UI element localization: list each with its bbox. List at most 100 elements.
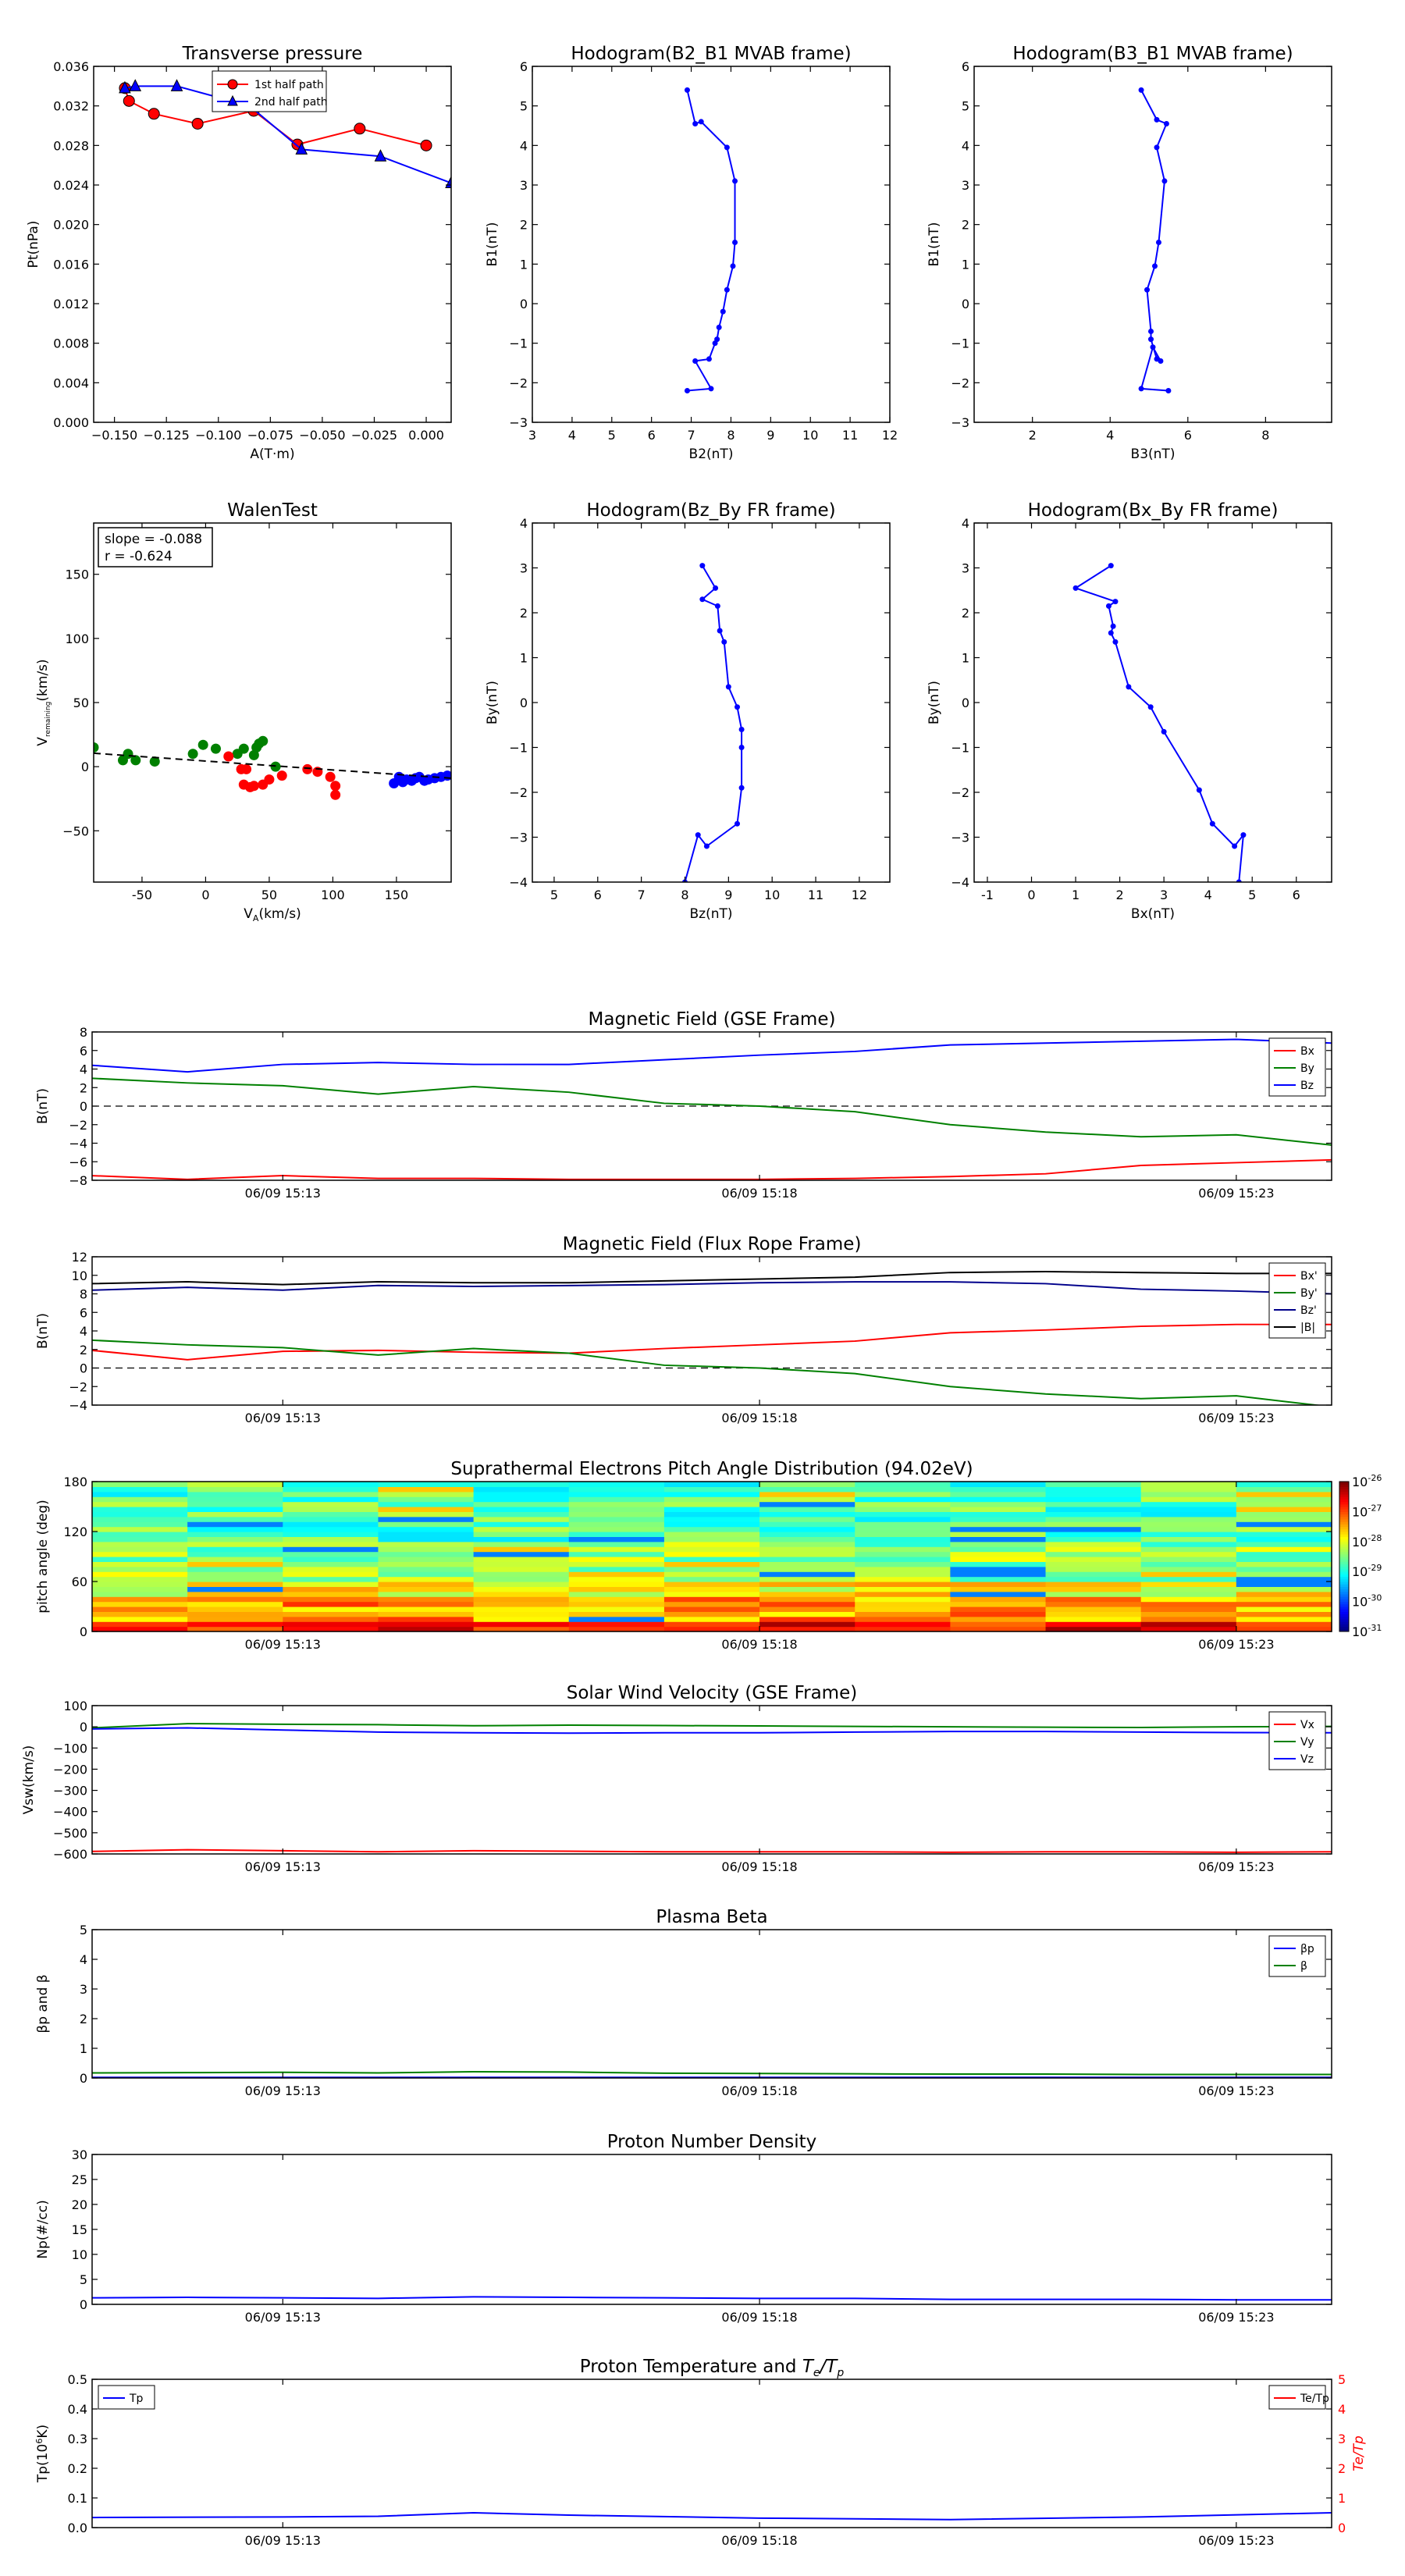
x-tick-label: 06/09 15:18 (721, 1637, 797, 1652)
heatmap-cell (568, 1621, 665, 1628)
heatmap-cell (663, 1521, 760, 1528)
plot-frame (973, 66, 1332, 423)
data-point (258, 735, 269, 746)
x-tick-label: 12 (852, 888, 867, 902)
y-axis-label: B1(nT) (927, 222, 942, 267)
heatmap-cell (855, 1571, 951, 1578)
x-tick-label: 06/09 15:23 (1198, 1637, 1274, 1652)
heatmap-cell (568, 1611, 665, 1617)
heatmap-cell (1140, 1516, 1237, 1522)
heatmap-cell (759, 1596, 855, 1603)
colorbar-segment (1339, 1628, 1349, 1632)
x-tick-label: 8 (727, 428, 735, 443)
heatmap-cell (187, 1571, 283, 1578)
heatmap-cell (855, 1507, 951, 1512)
heatmap-cell (283, 1551, 379, 1557)
heatmap-cell (759, 1571, 855, 1578)
heatmap-cell (568, 1601, 665, 1607)
y-tick-label: 2 (962, 218, 969, 233)
series-line (92, 2296, 1332, 2301)
heatmap-cell (759, 1541, 855, 1547)
chart-title: Hodogram(B3_B1 MVAB frame) (1012, 44, 1293, 64)
x-tick-label: 2 (1029, 428, 1037, 443)
x-tick-label: 5 (608, 428, 616, 443)
data-point (724, 144, 730, 151)
heatmap-cell (187, 1561, 283, 1567)
colorbar-tick-label: 10-30 (1352, 1593, 1382, 1610)
data-point (699, 563, 706, 569)
heatmap-cell (950, 1536, 1047, 1542)
heatmap-cell (283, 1621, 379, 1628)
x-axis-label: VA(km/s) (244, 906, 301, 923)
heatmap-cell (1140, 1616, 1237, 1622)
legend-label: Vy (1300, 1736, 1314, 1749)
y-tick-label: −2 (69, 1118, 87, 1133)
heatmap-cell (378, 1541, 475, 1547)
data-point (191, 117, 204, 130)
y-tick-label: 150 (65, 568, 89, 582)
heatmap-cell (855, 1561, 951, 1567)
heatmap-cell (92, 1491, 188, 1497)
heatmap-cell (283, 1576, 379, 1582)
legend-box (1268, 1935, 1326, 1977)
y-tick-label: −2 (951, 785, 969, 800)
heatmap-cell (92, 1557, 188, 1562)
heatmap-cell (950, 1541, 1047, 1547)
chart-title: WalenTest (227, 500, 318, 521)
y-right-tick-label: 0 (1338, 2521, 1346, 2535)
y-tick-label: 6 (80, 1305, 87, 1320)
heatmap-cell (473, 1551, 570, 1557)
heatmap-cell (1140, 1501, 1237, 1507)
heatmap-cell (1045, 1551, 1142, 1557)
x-tick-label: 06/09 15:18 (721, 2083, 797, 2098)
colorbar-segment (1339, 1594, 1349, 1597)
heatmap-cell (568, 1501, 665, 1507)
y-tick-label: 0 (81, 760, 89, 774)
data-point (1126, 684, 1132, 690)
heatmap-cell (1045, 1482, 1142, 1487)
heatmap-cell (663, 1507, 760, 1512)
heatmap-cell (473, 1611, 570, 1617)
heatmap-cell (283, 1571, 379, 1578)
heatmap-cell (378, 1591, 475, 1597)
data-point (248, 749, 259, 760)
y-axis-label: Vremaining(km/s) (35, 659, 52, 745)
plot-frame (91, 1705, 1332, 1855)
data-point (684, 87, 690, 93)
data-point (725, 684, 731, 690)
colorbar-segment (1339, 1566, 1349, 1570)
plot-frame (91, 1481, 1332, 1632)
heatmap-cell (663, 1546, 760, 1553)
data-point (1108, 630, 1114, 636)
heatmap-cell (378, 1532, 475, 1537)
heatmap-cell (950, 1521, 1047, 1528)
colorbar-segment (1339, 1521, 1349, 1525)
plot-area (92, 1270, 1332, 1405)
data-point (1105, 603, 1112, 609)
heatmap-cell (759, 1576, 855, 1582)
heatmap-cell (92, 1496, 188, 1503)
heatmap-cell (378, 1557, 475, 1562)
series-line (92, 1281, 1332, 1295)
y-tick-label: 0.000 (53, 415, 89, 430)
data-point (1151, 263, 1158, 269)
colorbar-segment (1339, 1501, 1349, 1505)
y-tick-label: 0.2 (68, 2461, 87, 2476)
heatmap-cell (187, 1616, 283, 1622)
heatmap-cell (950, 1582, 1047, 1587)
heatmap-cell (1045, 1546, 1142, 1553)
heatmap-cell (473, 1601, 570, 1607)
y-tick-label: −1 (951, 336, 969, 351)
x-tick-label: 50 (261, 888, 277, 902)
data-point (1209, 820, 1215, 827)
y-tick-label: 25 (72, 2172, 87, 2187)
heatmap-cell (855, 1557, 951, 1562)
heatmap-cell (378, 1551, 475, 1557)
heatmap-cell (759, 1591, 855, 1597)
y-tick-label: 4 (80, 1324, 87, 1339)
heatmap-cell (568, 1591, 665, 1597)
heatmap-cell (1236, 1511, 1332, 1517)
x-tick-label: 11 (808, 888, 823, 902)
heatmap-cell (187, 1551, 283, 1557)
